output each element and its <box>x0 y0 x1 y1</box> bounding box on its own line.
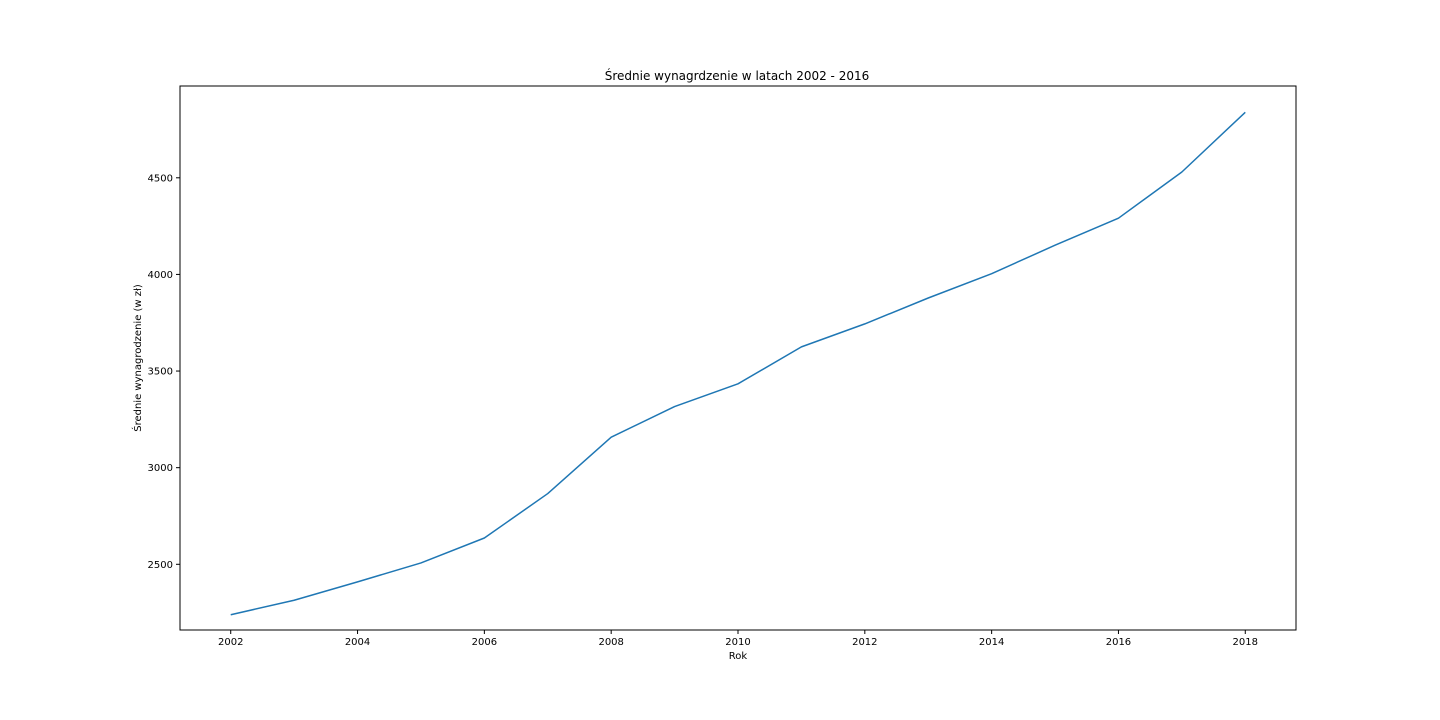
y-tick-label: 2500 <box>148 560 173 571</box>
chart-title: Średnie wynagrdzenie w latach 2002 - 201… <box>605 68 870 83</box>
x-tick-label: 2006 <box>472 637 497 648</box>
y-axis-label: Średnie wynagrodzenie (w zł) <box>131 284 144 432</box>
x-tick-label: 2002 <box>218 637 243 648</box>
x-tick-label: 2014 <box>979 637 1004 648</box>
y-tick-label: 4500 <box>148 173 173 184</box>
plot-area-frame <box>179 85 1297 631</box>
x-tick-label: 2008 <box>598 637 623 648</box>
x-axis: 2002 2004 2006 2008 2010 2012 2014 2016 2018 <box>218 630 1258 648</box>
y-tick-label: 3000 <box>148 463 173 474</box>
x-axis-label: Rok <box>729 651 748 662</box>
x-tick-label: 2012 <box>852 637 877 648</box>
x-tick-label: 2004 <box>345 637 370 648</box>
x-tick-label: 2016 <box>1106 637 1131 648</box>
y-tick-label: 3500 <box>148 367 173 378</box>
series-line <box>230 111 1246 616</box>
x-tick-label: 2010 <box>725 637 750 648</box>
series-group <box>230 111 1246 616</box>
x-tick-label: 2018 <box>1233 637 1258 648</box>
y-axis: 2500 3000 3500 4000 4500 <box>148 173 180 571</box>
y-tick-label: 4000 <box>148 270 173 281</box>
